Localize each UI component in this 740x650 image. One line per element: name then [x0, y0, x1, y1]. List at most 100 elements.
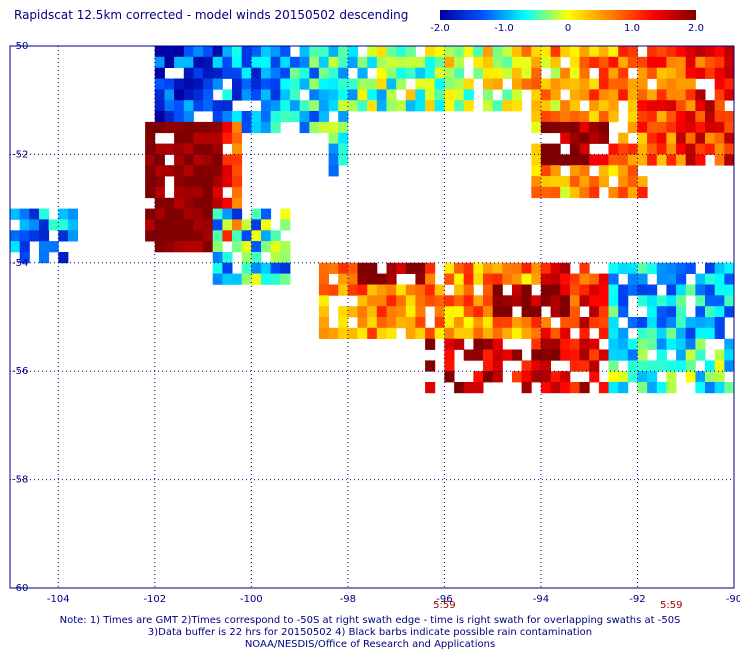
heatmap-cell	[637, 186, 648, 199]
heatmap-cell	[676, 78, 687, 90]
heatmap-cell	[705, 262, 716, 274]
heatmap-cell	[695, 143, 706, 155]
heatmap-cell	[183, 100, 194, 112]
heatmap-cell	[145, 132, 156, 144]
heatmap-cell	[483, 360, 494, 372]
heatmap-cell	[280, 100, 291, 112]
heatmap-cell	[483, 371, 494, 383]
heatmap-cell	[492, 327, 503, 339]
heatmap-cell	[695, 132, 706, 144]
heatmap-cell	[415, 78, 426, 90]
heatmap-cell	[608, 349, 619, 361]
heatmap-cell	[29, 208, 40, 220]
heatmap-cell	[647, 371, 658, 383]
heatmap-cell	[463, 89, 474, 101]
heatmap-cell	[396, 56, 407, 68]
heatmap-cell	[560, 67, 571, 79]
heatmap-cell	[483, 46, 494, 58]
heatmap-cell	[145, 208, 156, 220]
heatmap-cell	[444, 56, 455, 68]
heatmap-cell	[656, 349, 667, 361]
heatmap-cell	[212, 111, 223, 123]
heatmap-cell	[492, 100, 503, 112]
heatmap-cell	[560, 371, 571, 383]
heatmap-cell	[724, 89, 734, 101]
heatmap-cell	[270, 46, 281, 58]
heatmap-cell	[145, 154, 156, 166]
heatmap-cell	[309, 121, 320, 134]
heatmap-cell	[637, 143, 648, 155]
heatmap-cell	[386, 317, 397, 329]
heatmap-cell	[676, 89, 687, 101]
heatmap-cell	[550, 371, 561, 383]
heatmap-cell	[328, 132, 339, 144]
heatmap-cell	[656, 111, 667, 123]
heatmap-cell	[676, 360, 687, 372]
heatmap-cell	[608, 89, 619, 101]
heatmap-cell	[637, 176, 648, 188]
heatmap-cell	[309, 89, 320, 101]
heatmap-cell	[724, 360, 734, 372]
x-tick-label: -90	[726, 594, 740, 605]
heatmap-cell	[550, 295, 561, 307]
heatmap-cell	[463, 306, 474, 318]
heatmap-cell	[483, 100, 494, 112]
heatmap-cell	[666, 154, 677, 166]
heatmap-cell	[685, 262, 696, 274]
heatmap-cell	[251, 67, 262, 79]
heatmap-cell	[241, 56, 252, 68]
heatmap-cell	[183, 111, 194, 123]
heatmap-cell	[222, 165, 233, 177]
heatmap-cell	[338, 89, 349, 101]
heatmap-cell	[434, 306, 445, 318]
heatmap-cell	[705, 143, 716, 155]
heatmap-cell	[647, 327, 658, 339]
heatmap-cell	[454, 327, 465, 339]
heatmap-cell	[608, 143, 619, 155]
heatmap-cell	[502, 273, 513, 285]
heatmap-cell	[598, 306, 609, 318]
heatmap-cell	[241, 273, 252, 285]
heatmap-cell	[299, 56, 310, 68]
heatmap-cell	[203, 132, 214, 144]
heatmap-cell	[714, 46, 725, 58]
heatmap-cell	[714, 295, 725, 307]
heatmap-cell	[222, 252, 233, 264]
heatmap-cell	[270, 78, 281, 90]
time-label: 5:59	[433, 600, 455, 611]
colorbar-tick-label: 1.0	[624, 23, 640, 34]
heatmap-cell	[318, 273, 329, 285]
heatmap-cell	[280, 273, 291, 285]
heatmap-cell	[193, 67, 204, 79]
heatmap-cell	[685, 46, 696, 58]
x-tick-label: -100	[240, 594, 263, 605]
heatmap-cell	[483, 349, 494, 361]
heatmap-cell	[579, 317, 590, 329]
heatmap-cell	[540, 100, 551, 112]
heatmap-cell	[212, 241, 223, 253]
y-tick-label: -56	[12, 366, 28, 377]
heatmap-cell	[666, 317, 677, 329]
heatmap-cell	[531, 143, 542, 155]
heatmap-cell	[164, 230, 175, 242]
heatmap-cell	[328, 284, 339, 296]
heatmap-cell	[289, 111, 300, 123]
heatmap-cell	[454, 273, 465, 285]
heatmap-cell	[714, 262, 725, 274]
heatmap-cell	[502, 317, 513, 329]
heatmap-cell	[328, 67, 339, 79]
heatmap-cell	[212, 56, 223, 68]
heatmap-cell	[724, 46, 734, 58]
heatmap-cell	[193, 208, 204, 220]
heatmap-cell	[318, 111, 329, 123]
heatmap-cell	[569, 121, 580, 134]
heatmap-cell	[724, 349, 734, 361]
heatmap-cell	[299, 100, 310, 112]
heatmap-cell	[318, 262, 329, 274]
heatmap-cell	[232, 143, 243, 155]
heatmap-cell	[444, 273, 455, 285]
heatmap-cell	[666, 273, 677, 285]
heatmap-cell	[261, 262, 272, 274]
heatmap-cell	[589, 349, 600, 361]
heatmap-cell	[328, 262, 339, 274]
